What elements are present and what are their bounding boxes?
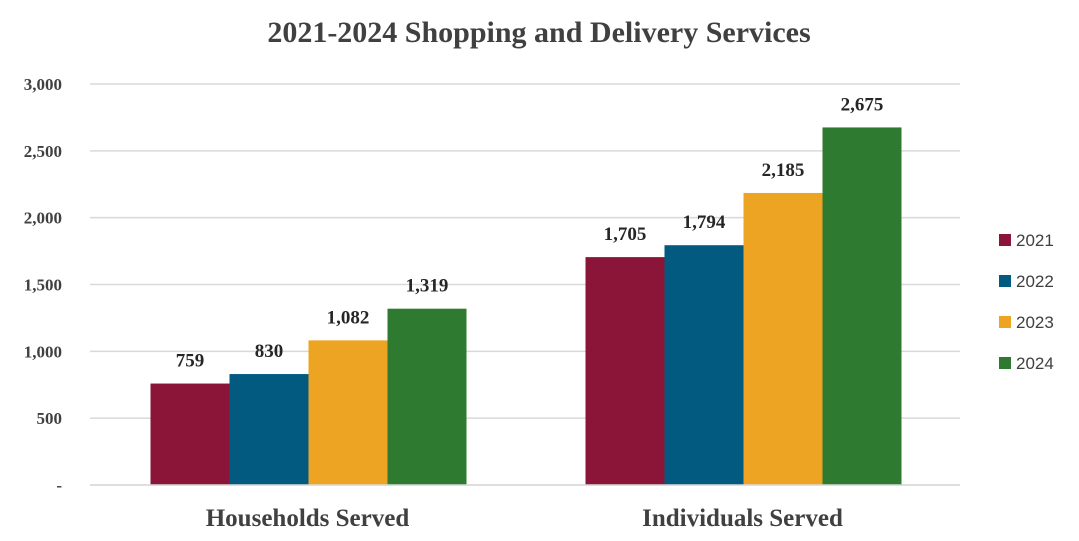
y-axis: - 500 1,000 1,500 2,000 2,500 3,000 [24,75,63,495]
data-label: 1,319 [406,276,449,297]
legend-swatch [999,275,1011,287]
bars [150,127,902,486]
legend-swatch [999,316,1011,328]
legend-label: 2022 [1016,272,1054,291]
legend-item-2023: 2023 [999,313,1054,332]
data-label: 2,185 [762,160,805,181]
data-label: 759 [176,351,205,372]
data-label: 1,705 [604,224,647,245]
x-axis: Households Served Individuals Served [90,484,960,532]
y-tick-label: 2,500 [24,142,62,161]
y-tick-label: 500 [37,409,63,428]
legend-item-2024: 2024 [999,354,1054,373]
data-label: 2,675 [841,94,884,115]
y-tick-label: 3,000 [24,75,62,94]
y-tick-label: 1,500 [24,276,62,295]
data-labels: 759 830 1,082 1,319 1,705 1,794 2,185 2,675 [176,94,884,371]
legend: 2021 2022 2023 2024 [999,231,1054,373]
y-tick-label: 2,000 [24,209,62,228]
x-tick-label: Households Served [206,505,410,532]
chart-title: 2021-2024 Shopping and Delivery Services [267,16,810,49]
bar-2021-households-served [150,383,230,485]
x-tick-label: Individuals Served [642,505,843,532]
bar-2022-individuals-served [664,245,744,485]
data-label: 830 [255,341,284,362]
y-tick-label: - [56,476,62,495]
legend-swatch [999,357,1011,369]
legend-label: 2023 [1016,313,1054,332]
bar-2023-households-served [308,340,388,485]
legend-swatch [999,234,1011,246]
bar-2023-individuals-served [743,192,823,485]
legend-label: 2021 [1016,231,1054,250]
legend-label: 2024 [1016,354,1054,373]
legend-item-2021: 2021 [999,231,1054,250]
bar-2022-households-served [229,374,309,485]
bar-2024-households-served [387,308,467,485]
data-label: 1,082 [327,307,370,328]
y-tick-label: 1,000 [24,342,62,361]
bar-2024-individuals-served [822,127,902,486]
legend-item-2022: 2022 [999,272,1054,291]
bar-2021-individuals-served [585,257,665,485]
data-label: 1,794 [683,212,726,233]
